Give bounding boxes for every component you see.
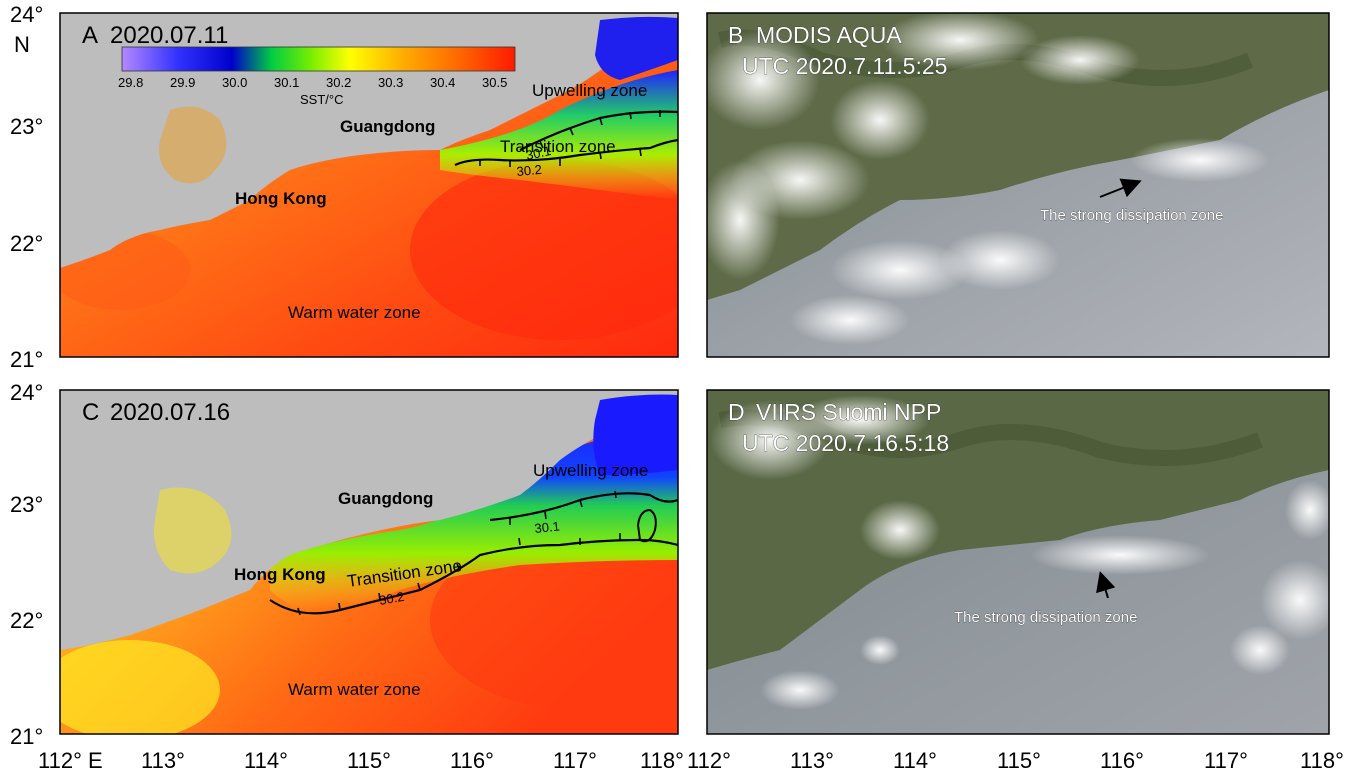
lat-tick-24-bottom: 24° (10, 380, 43, 405)
lon-tick-113-left: 113° (141, 748, 185, 773)
colorbar-tick-8: 30.5 (482, 75, 507, 90)
panel-d-sensor: VIIRS Suomi NPP (756, 399, 941, 425)
panel-a-date: 2020.07.11 (110, 22, 228, 49)
panel-b-arrow (1099, 178, 1142, 198)
panel-a-isotherm-301-label: 30.1 (525, 143, 553, 163)
panel-a-isotherm-302-label: 30.2 (516, 162, 543, 179)
upwelling-nearshore-c (593, 394, 678, 475)
panel-a-warm-label: Warm water zone (288, 303, 421, 322)
sst-colorbar: 29.8 29.9 30.0 30.1 30.2 30.3 30.4 30.5 … (118, 46, 516, 107)
panel-a-upwelling-label: Upwelling zone (532, 81, 647, 100)
panel-a-hongkong-label: Hong Kong (235, 189, 327, 208)
panel-b-time: UTC 2020.7.11.5:25 (742, 53, 947, 79)
lat-tick-24-top: 24° (10, 2, 43, 27)
lon-tick-118-right: 118° (1300, 748, 1344, 773)
panel-c-guangdong-label: Guangdong (338, 489, 433, 508)
panel-c-upwelling-label: Upwelling zone (533, 461, 648, 480)
transition-band-c (270, 420, 678, 610)
panel-c-isotherm-301-label: 30.1 (534, 518, 561, 536)
pearl-river-estuary-a (159, 106, 227, 184)
lon-tick-114-left: 114° (244, 748, 288, 773)
colorbar-tick-4: 30.1 (274, 75, 299, 90)
colorbar-label: SST/°C (300, 92, 343, 107)
longitude-axis-left: 112° E 113° 114° 115° 116° 117° 118° (38, 748, 684, 773)
lon-tick-112-left: 112° E (38, 748, 103, 773)
panel-c (60, 390, 678, 734)
lat-tick-21-bottom: 21° (10, 724, 43, 749)
lon-tick-115-left: 115° (347, 748, 391, 773)
isotherm-30-1-c (489, 492, 678, 522)
panel-d-letter: D (728, 399, 745, 425)
panel-d-time: UTC 2020.7.16.5:18 (742, 430, 949, 456)
land-guangdong-c (60, 390, 678, 650)
panel-b-frame (706, 12, 1330, 358)
isotherm-ticks-a (479, 110, 661, 167)
lon-tick-116-right: 116° (1100, 748, 1144, 773)
panel-b-annotation: The strong dissipation zone (1040, 207, 1223, 224)
lon-tick-112-right: 112° (687, 748, 731, 773)
panel-a-frame (59, 12, 679, 358)
lat-tick-23-bottom: 23° (10, 492, 43, 517)
colorbar-tick-3: 30.0 (222, 75, 247, 90)
lon-tick-113-right: 113° (790, 748, 834, 773)
colorbar-tick-6: 30.3 (378, 75, 403, 90)
panel-b-letter: B (728, 22, 743, 48)
panel-c-date: 2020.07.16 (110, 399, 230, 426)
upwelling-nearshore-a (595, 16, 678, 80)
longitude-axis-right: 112° 113° 114° 115° 116° 117° 118° (687, 748, 1344, 773)
colorbar-gradient (121, 46, 516, 72)
lon-tick-118-left: 118° (640, 748, 684, 773)
panel-b (707, 13, 1329, 357)
lon-tick-117-right: 117° (1204, 748, 1248, 773)
panel-d-frame (706, 389, 1330, 735)
lat-tick-22-bottom: 22° (10, 608, 43, 633)
isotherm-eddy-c (636, 508, 657, 543)
lat-tick-21-top: 21° (10, 347, 43, 372)
panel-c-frame (59, 389, 679, 735)
clouds-b (707, 13, 1270, 345)
lon-tick-117-left: 117° (553, 748, 597, 773)
panel-c-hongkong-label: Hong Kong (234, 565, 326, 584)
isotherm-30-2-a (454, 138, 678, 167)
panel-b-sensor: MODIS AQUA (756, 22, 902, 48)
panel-a-letter: A (82, 22, 98, 49)
lon-tick-115-right: 115° (997, 748, 1041, 773)
panel-d (707, 390, 1329, 734)
panel-c-warm-label: Warm water zone (288, 680, 421, 699)
panel-d-annotation: The strong dissipation zone (954, 609, 1137, 626)
latitude-axis-bottom: 24° 23° 22° 21° (10, 380, 43, 749)
panel-c-letter: C (82, 399, 99, 426)
clouds-d (710, 395, 1329, 710)
colorbar-tick-5: 30.2 (326, 75, 351, 90)
colorbar-tick-2: 29.9 (170, 75, 195, 90)
panel-a-guangdong-label: Guangdong (340, 117, 435, 136)
lat-tick-23-top: 23° (10, 114, 43, 139)
panel-c-isotherm-302-label: 30.2 (378, 589, 406, 608)
upwelling-band-a (440, 70, 678, 200)
isotherm-ticks-c (297, 490, 621, 616)
panel-d-arrow (1096, 571, 1116, 599)
panel-a-transition-label: Transition zone (500, 137, 616, 156)
lat-tick-22-top: 22° (10, 231, 43, 256)
lon-tick-114-right: 114° (893, 748, 937, 773)
lon-tick-116-left: 116° (450, 748, 494, 773)
lat-unit: N (14, 32, 30, 57)
colorbar-tick-1: 29.8 (118, 75, 143, 90)
land-guangdong-a (60, 13, 678, 268)
pearl-river-estuary-c (154, 487, 232, 574)
latitude-axis-top: 24° N 23° 22° 21° (10, 2, 43, 372)
colorbar-tick-7: 30.4 (430, 75, 455, 90)
